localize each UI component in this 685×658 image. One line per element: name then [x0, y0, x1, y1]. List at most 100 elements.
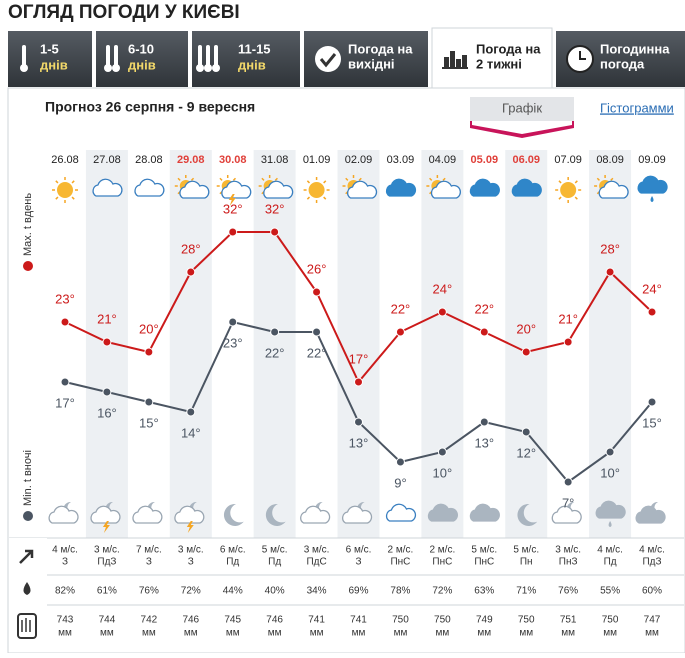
- wind-direction: ПдЗ: [97, 557, 116, 568]
- pressure-unit: мм: [394, 628, 408, 639]
- legend-label: Max. t вдень: [22, 193, 34, 256]
- humidity: 72%: [432, 586, 452, 597]
- tab-label: погода: [600, 56, 645, 71]
- humidity: 40%: [265, 586, 285, 597]
- wind-speed: 6 м/с.: [346, 545, 372, 556]
- data-point: [144, 397, 154, 407]
- weather-icon: [385, 503, 417, 522]
- wind-direction: ПдЗ: [642, 557, 661, 568]
- data-point: [354, 417, 364, 427]
- weather-icon: [429, 177, 433, 181]
- legend-marker: [23, 511, 33, 521]
- data-point: [144, 347, 154, 357]
- weather-icon: [134, 178, 165, 197]
- data-point: [228, 227, 238, 237]
- column-stripe: [505, 150, 548, 538]
- pressure: 745: [224, 615, 241, 626]
- data-label: 12°: [516, 445, 536, 460]
- pressure: 747: [644, 615, 661, 626]
- data-point: [647, 307, 657, 317]
- wind-speed: 3 м/с.: [178, 545, 204, 556]
- wind-direction: ПнЗ: [559, 557, 578, 568]
- weather-icon: [57, 182, 73, 198]
- weather-icon: [71, 196, 75, 200]
- tab-icon: [20, 64, 28, 72]
- weather-icon: [232, 177, 237, 181]
- tab-icon: [114, 45, 118, 67]
- data-label: 15°: [642, 415, 662, 430]
- wind-speed: 3 м/с.: [555, 545, 581, 556]
- tab-unit: днів: [238, 57, 266, 72]
- tab-icon: [206, 45, 210, 67]
- pressure-unit: мм: [519, 628, 533, 639]
- weather-icon: [574, 180, 578, 184]
- toggle-active[interactable]: Графік: [502, 100, 542, 115]
- weather-icon: [186, 521, 194, 533]
- tab-icon: [104, 64, 112, 72]
- weather-icon: [598, 180, 629, 199]
- weather-icon: [55, 180, 59, 184]
- wind-direction: З: [62, 557, 68, 568]
- pressure-unit: мм: [435, 628, 449, 639]
- tab-label: Погодинна: [600, 41, 670, 56]
- pressure-unit: мм: [603, 628, 617, 639]
- data-label: 22°: [307, 345, 327, 360]
- tab[interactable]: [96, 31, 188, 87]
- wind-speed: 4 м/с.: [639, 545, 665, 556]
- weather-icon: [274, 177, 278, 181]
- data-point: [60, 377, 70, 387]
- weather-icon: [558, 196, 562, 200]
- data-label: 28°: [181, 241, 201, 256]
- weather-icon: [179, 180, 210, 199]
- wind-speed: 5 м/с.: [471, 545, 497, 556]
- wind-direction: Пд: [604, 557, 617, 568]
- pressure-unit: мм: [100, 628, 114, 639]
- toggle-link[interactable]: Гістограмми: [600, 100, 674, 115]
- wind-direction: ПнС: [474, 557, 494, 568]
- pressure-unit: мм: [184, 628, 198, 639]
- wind-direction: Пд: [226, 557, 239, 568]
- pressure: 746: [182, 615, 199, 626]
- wind-speed: 4 м/с.: [52, 545, 78, 556]
- weather-icon: [560, 182, 577, 198]
- wind-direction: З: [355, 557, 361, 568]
- weather-icon: [385, 178, 417, 197]
- weather-icon: [442, 177, 446, 181]
- data-label: 7°: [562, 495, 574, 510]
- humidity-icon: [23, 582, 31, 595]
- tab-label: Погода на: [476, 41, 541, 56]
- weather-icon: [469, 503, 500, 522]
- pressure: 750: [392, 615, 409, 626]
- wind-speed: 6 м/с.: [220, 545, 246, 556]
- date-label: 01.09: [303, 154, 331, 166]
- data-point: [521, 427, 531, 437]
- legend-label: Min. t вночі: [22, 450, 34, 506]
- weather-icon: [263, 180, 294, 199]
- pressure-unit: мм: [268, 628, 282, 639]
- weather-icon: [71, 180, 75, 184]
- row-icon-bg: [9, 538, 47, 652]
- tab-icon: [214, 45, 218, 67]
- date-label: 05.09: [471, 154, 499, 166]
- weather-icon: [469, 178, 500, 197]
- pressure-unit: мм: [310, 628, 324, 639]
- data-point: [60, 317, 70, 327]
- pressure: 741: [308, 615, 325, 626]
- weather-icon: [517, 503, 538, 526]
- legend-column: [9, 150, 47, 538]
- wind-speed: 3 м/с.: [304, 545, 330, 556]
- data-point: [479, 417, 489, 427]
- weather-icon: [308, 182, 325, 198]
- weather-icon: [132, 505, 163, 524]
- pressure-icon: [21, 618, 31, 632]
- wind-speed: 3 м/с.: [94, 545, 120, 556]
- weather-icon: [608, 521, 612, 527]
- weather-icon: [610, 177, 614, 181]
- wind-direction: З: [188, 557, 194, 568]
- tab-label: 2 тижні: [476, 56, 522, 71]
- weather-icon: [427, 503, 458, 522]
- weather-icon: [650, 196, 654, 202]
- data-label: 24°: [433, 281, 453, 296]
- wind-direction: Пд: [268, 557, 281, 568]
